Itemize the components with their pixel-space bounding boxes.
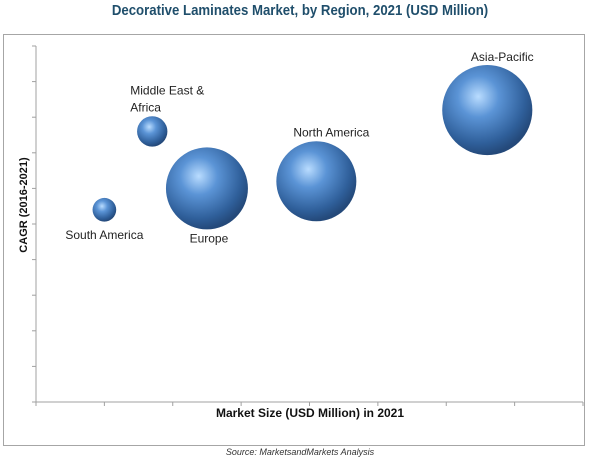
x-axis-label: Market Size (USD Million) in 2021 bbox=[216, 406, 404, 420]
bubble-label: Asia-Pacific bbox=[471, 50, 534, 64]
chart-title: Decorative Laminates Market, by Region, … bbox=[111, 2, 489, 19]
chart-frame bbox=[3, 34, 585, 446]
bubble-middle-east-africa bbox=[137, 116, 168, 147]
bubble-label: Middle East & bbox=[130, 83, 204, 97]
bubble-europe bbox=[165, 147, 248, 230]
source-note: Source: MarketsandMarkets Analysis bbox=[225, 447, 375, 457]
y-axis-label: CAGR (2016-2021) bbox=[18, 157, 30, 253]
bubble-south-america bbox=[92, 197, 117, 222]
bubble-label: North America bbox=[293, 125, 369, 139]
bubble-label: Africa bbox=[130, 100, 161, 114]
bubble-north-america bbox=[276, 141, 357, 222]
bubble-label: South America bbox=[65, 228, 143, 242]
bubble-asia-pacific bbox=[442, 65, 533, 156]
bubble-label: Europe bbox=[190, 231, 229, 245]
